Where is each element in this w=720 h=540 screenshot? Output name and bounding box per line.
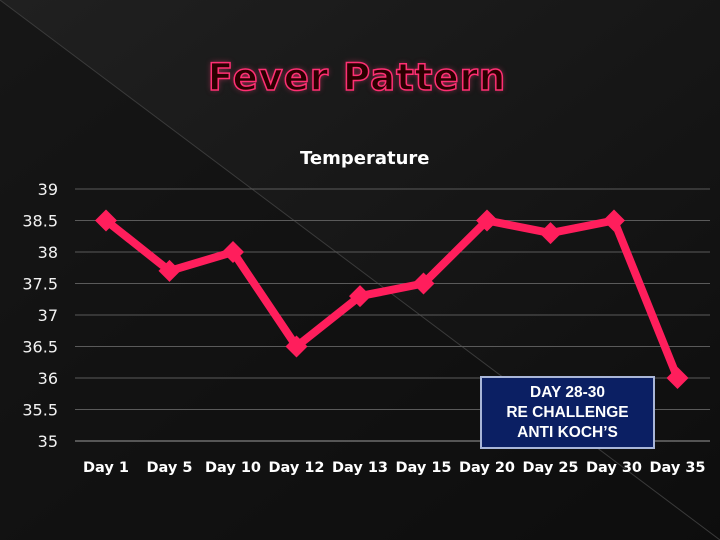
x-tick-label: Day 35 <box>649 460 705 476</box>
y-tick-label: 36.5 <box>22 338 58 357</box>
x-tick-label: Day 5 <box>147 460 193 476</box>
data-point <box>666 367 689 389</box>
annotation-line-1: DAY 28-30 <box>530 383 605 401</box>
y-tick-label: 36 <box>38 369 58 388</box>
x-tick-label: Day 1 <box>83 460 129 476</box>
y-tick-label: 37 <box>38 306 58 325</box>
y-tick-label: 35.5 <box>22 401 58 420</box>
chart-title: Temperature <box>300 148 430 169</box>
series-line <box>102 216 682 382</box>
data-point <box>285 335 308 358</box>
data-point <box>603 209 625 232</box>
y-tick-label: 39 <box>38 180 58 199</box>
x-tick-label: Day 12 <box>268 460 324 476</box>
x-tick-label: Day 15 <box>395 460 451 476</box>
x-tick-label: Day 30 <box>586 460 642 476</box>
data-point <box>476 209 498 232</box>
annotation-line-3: ANTI KOCH’S <box>517 423 618 441</box>
data-point <box>158 259 181 282</box>
y-axis-ticks: 35 35.5 36 36.5 37 37.5 38 38.5 39 <box>22 180 58 451</box>
annotation-line-2: RE CHALLENGE <box>506 403 629 421</box>
y-tick-label: 38.5 <box>22 212 58 231</box>
x-tick-label: Day 13 <box>332 460 388 476</box>
slide-title: Fever Pattern <box>207 55 507 100</box>
y-tick-label: 38 <box>38 243 58 262</box>
data-point <box>412 272 435 295</box>
y-tick-label: 37.5 <box>22 275 58 294</box>
x-tick-label: Day 25 <box>522 460 578 476</box>
x-tick-label: Day 20 <box>459 460 515 476</box>
y-tick-label: 35 <box>38 432 58 451</box>
data-point <box>222 241 244 263</box>
data-point <box>95 209 117 232</box>
data-point <box>349 285 371 308</box>
x-axis-ticks: Day 1 Day 5 Day 10 Day 12 Day 13 Day 15 Day 20… <box>83 460 706 476</box>
x-tick-label: Day 10 <box>205 460 261 476</box>
data-point <box>539 222 562 245</box>
series-layer <box>95 209 689 389</box>
annotation-box: DAY 28-30 RE CHALLENGE ANTI KOCH’S <box>480 376 655 449</box>
